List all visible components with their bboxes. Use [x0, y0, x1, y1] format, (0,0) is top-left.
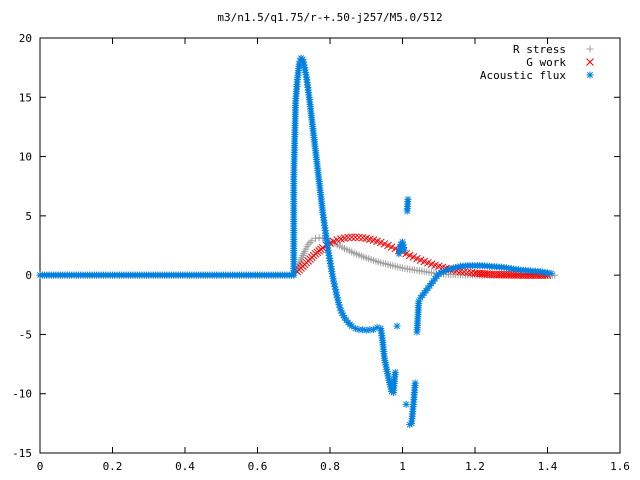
data-point	[308, 237, 316, 245]
data-point	[304, 240, 312, 248]
data-point	[351, 325, 359, 332]
series-acoustic-flux	[36, 54, 555, 429]
y-tick-label: 5	[25, 210, 32, 223]
legend-label: Acoustic flux	[480, 69, 566, 82]
data-point	[400, 246, 408, 254]
x-tick-label: 0.4	[175, 460, 195, 473]
legend-marker	[586, 45, 594, 53]
x-tick-label: 1	[399, 460, 406, 473]
data-point	[447, 265, 455, 273]
data-point	[393, 322, 401, 330]
chart-title: m3/n1.5/q1.75/r-+.50-j257/M5.0/512	[217, 11, 442, 24]
data-point	[391, 368, 399, 376]
data-point	[315, 234, 323, 242]
x-tick-label: 1.2	[465, 460, 485, 473]
y-tick-label: -5	[19, 328, 32, 341]
data-point	[306, 239, 314, 247]
data-point	[347, 233, 356, 242]
x-tick-label: 0.8	[320, 460, 340, 473]
data-point	[404, 195, 412, 203]
legend-marker	[586, 58, 594, 66]
data-point	[411, 379, 419, 387]
x-tick-label: 1.6	[610, 460, 630, 473]
legend-label: R stress	[513, 43, 566, 56]
legend-marker	[586, 71, 594, 79]
data-point	[351, 233, 360, 242]
y-tick-label: 15	[19, 91, 32, 104]
y-tick-label: -15	[12, 447, 32, 460]
y-tick-label: 0	[25, 269, 32, 282]
data-point	[312, 234, 319, 242]
x-tick-label: 0	[37, 460, 44, 473]
data-point	[402, 400, 410, 408]
data-point	[348, 322, 356, 330]
y-tick-label: -10	[12, 388, 32, 401]
axes-layer: 0 0.2 0.4 0.6 0.8 1 1.2 1.4 1.6 -15 -10 -5 0 5 10 15 20	[12, 32, 630, 473]
legend-label: G work	[526, 56, 566, 69]
y-tick-label: 20	[19, 32, 32, 45]
x-tick-label: 0.6	[248, 460, 268, 473]
x-tick-label: 1.4	[538, 460, 558, 473]
series-layer	[36, 54, 559, 429]
y-tick-label: 10	[19, 151, 32, 164]
data-point	[547, 269, 555, 277]
x-tick-label: 0.2	[103, 460, 123, 473]
data-point	[370, 326, 377, 334]
data-point	[355, 233, 363, 242]
